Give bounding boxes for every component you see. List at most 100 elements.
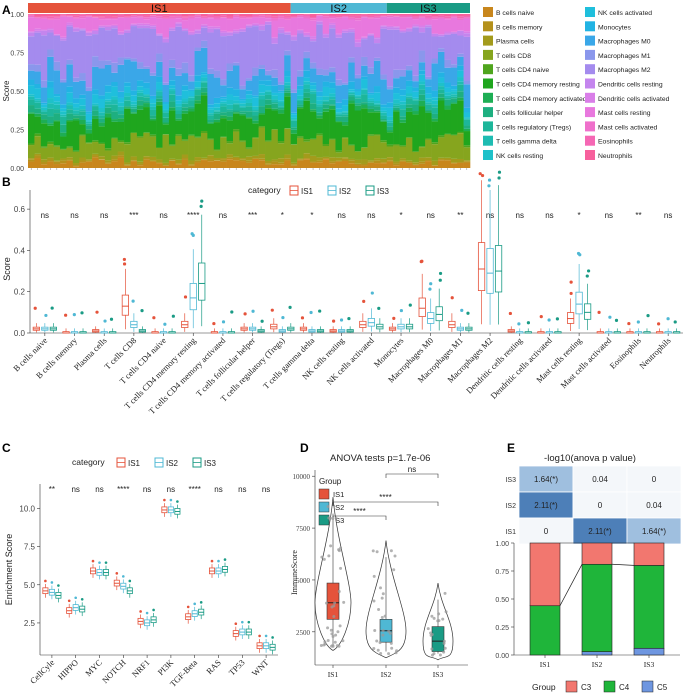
cell-fraction-segment — [239, 111, 247, 114]
outlier-point — [480, 173, 485, 178]
sample-stacked-bar — [348, 14, 355, 168]
cell-fraction-segment — [149, 15, 157, 18]
data-point — [334, 633, 338, 637]
boxplot-is2 — [367, 291, 375, 332]
cell-fraction-segment — [181, 90, 189, 99]
cell-fraction-segment — [149, 106, 157, 110]
cell-fraction-segment — [316, 15, 323, 21]
x-tick-label: Mast cells activated — [558, 335, 613, 390]
cell-fraction-segment — [162, 134, 170, 135]
cell-fraction-segment — [380, 120, 388, 122]
cell-fraction-segment — [111, 16, 118, 19]
legend-label: Macrophages M0 — [598, 39, 651, 46]
heatmap-cell-value: 0 — [544, 527, 549, 536]
legend-label: Plasma cells — [496, 39, 535, 46]
cell-fraction-segment — [450, 33, 458, 65]
cell-fraction-segment — [188, 18, 195, 32]
cell-fraction-segment — [316, 14, 323, 16]
outlier-point — [247, 620, 251, 624]
legend-label: T cells CD4 memory resting — [496, 82, 580, 89]
cell-fraction-segment — [412, 26, 420, 28]
cell-fraction-segment — [98, 99, 106, 109]
x-tick-label: NRF1 — [130, 657, 152, 679]
legend-label: Dendritic cells activated — [598, 96, 670, 103]
panel-label-e: E — [507, 441, 515, 455]
cell-fraction-segment — [316, 118, 323, 134]
cell-fraction-segment — [405, 93, 413, 97]
significance-label: * — [399, 211, 402, 220]
cell-fraction-segment — [85, 87, 93, 92]
data-point — [373, 628, 377, 632]
cell-fraction-segment — [405, 65, 413, 71]
cell-fraction-segment — [92, 118, 99, 141]
outlier-point — [50, 581, 54, 584]
sample-stacked-bar — [124, 14, 131, 168]
outlier-point — [309, 310, 313, 315]
cell-fraction-segment — [361, 76, 368, 80]
cell-fraction-segment — [457, 91, 464, 98]
sample-stacked-bar — [380, 14, 388, 168]
cell-fraction-segment — [194, 29, 202, 31]
cell-fraction-segment — [168, 88, 176, 91]
cell-fraction-segment — [425, 15, 432, 18]
cell-fraction-segment — [79, 157, 86, 161]
outlier-point — [487, 184, 491, 188]
cell-fraction-segment — [194, 89, 202, 96]
cell-fraction-segment — [380, 74, 388, 80]
cell-fraction-segment — [354, 151, 362, 152]
cell-fraction-segment — [60, 79, 67, 83]
cell-fraction-segment — [322, 37, 330, 70]
cell-fraction-segment — [117, 31, 125, 34]
cell-fraction-segment — [457, 163, 464, 168]
cell-fraction-segment — [431, 160, 439, 166]
cell-fraction-segment — [188, 75, 195, 82]
outlier-point — [72, 313, 76, 317]
cell-fraction-segment — [335, 37, 343, 80]
cell-fraction-segment — [463, 131, 471, 146]
stacked-bar-is2 — [581, 542, 613, 656]
cell-fraction-segment — [284, 14, 291, 16]
boxplot-is1 — [256, 634, 263, 653]
box-iqr — [477, 242, 486, 292]
cell-fraction-segment — [117, 121, 125, 141]
outlier-point — [419, 260, 423, 264]
cell-fraction-segment — [220, 79, 227, 86]
outlier-point — [597, 310, 601, 314]
cell-fraction-segment — [297, 17, 304, 30]
cell-fraction-segment — [399, 30, 407, 33]
cell-fraction-segment — [290, 17, 298, 18]
cell-fraction-segment — [111, 18, 118, 20]
cell-fraction-segment — [463, 80, 471, 85]
cell-fraction-segment — [232, 103, 240, 105]
bar-segment-c3 — [529, 542, 561, 607]
cell-fraction-segment — [271, 77, 279, 86]
data-point — [430, 647, 434, 651]
outlier-point — [122, 257, 126, 262]
cell-fraction-segment — [386, 132, 394, 145]
data-point — [376, 648, 380, 652]
cell-fraction-segment — [34, 83, 42, 89]
cell-fraction-segment — [418, 84, 426, 90]
outlier-point — [460, 308, 464, 312]
cell-fraction-segment — [124, 30, 131, 34]
cell-fraction-segment — [79, 98, 86, 106]
cell-fraction-segment — [277, 84, 285, 91]
cell-fraction-segment — [53, 34, 61, 35]
cell-fraction-segment — [130, 15, 138, 16]
boxplot-is3 — [376, 306, 384, 333]
data-point — [319, 643, 323, 647]
cell-fraction-segment — [290, 40, 298, 90]
cell-fraction-segment — [393, 27, 400, 30]
cell-fraction-segment — [284, 90, 291, 93]
cell-fraction-segment — [124, 106, 131, 108]
outlier-point — [44, 313, 48, 318]
cell-fraction-segment — [258, 17, 266, 25]
heatmap-cell-value: 2.11(*) — [588, 527, 612, 536]
cell-fraction-segment — [463, 15, 471, 18]
cell-fraction-segment — [136, 165, 144, 168]
cell-fraction-segment — [188, 33, 195, 36]
x-tick-label: T cells gamma delta — [261, 335, 317, 391]
cell-fraction-segment — [79, 80, 86, 95]
cell-fraction-segment — [72, 18, 80, 28]
cell-fraction-segment — [207, 14, 215, 15]
